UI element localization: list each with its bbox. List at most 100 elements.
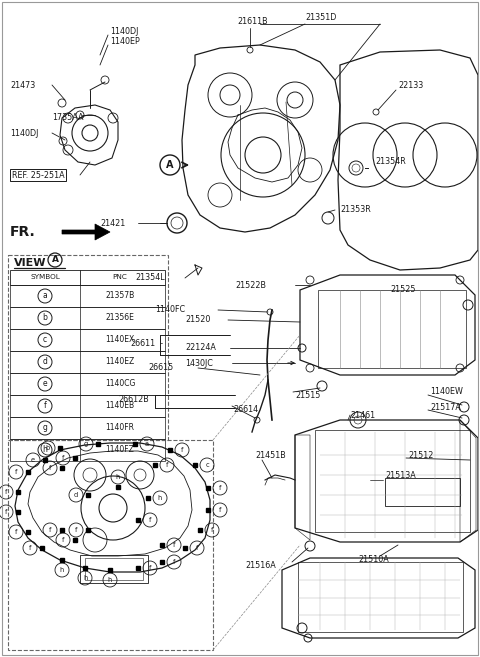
Text: h: h — [43, 445, 48, 455]
Text: SYMBOL: SYMBOL — [30, 274, 60, 280]
Text: 1140EZ: 1140EZ — [106, 357, 134, 367]
Text: 21354R: 21354R — [375, 158, 406, 166]
Text: f: f — [211, 527, 213, 533]
Text: 1140EX: 1140EX — [106, 336, 134, 344]
Bar — [10, 307, 165, 329]
Text: f: f — [149, 565, 151, 571]
Text: 1140FR: 1140FR — [106, 424, 134, 432]
Text: f: f — [15, 529, 17, 535]
Text: 1735AA: 1735AA — [52, 114, 84, 122]
Text: g: g — [84, 441, 88, 447]
Text: d: d — [74, 492, 78, 498]
Polygon shape — [62, 224, 110, 240]
Bar — [8, 255, 168, 440]
Text: 1140CG: 1140CG — [105, 380, 135, 388]
Text: b: b — [43, 313, 48, 323]
Bar — [10, 439, 165, 461]
Text: 21520: 21520 — [185, 315, 210, 325]
Text: f: f — [44, 401, 47, 411]
Text: f: f — [149, 517, 151, 523]
Text: 26614: 26614 — [233, 405, 258, 415]
Text: A: A — [51, 256, 59, 265]
Text: 21515: 21515 — [295, 390, 320, 399]
Text: 21353R: 21353R — [340, 206, 371, 214]
Text: 1140FZ: 1140FZ — [106, 445, 134, 455]
Text: 21357B: 21357B — [106, 292, 134, 300]
Text: h: h — [158, 495, 162, 501]
Text: h: h — [116, 474, 120, 480]
Text: 22124A: 22124A — [185, 344, 216, 353]
Text: c: c — [43, 336, 47, 344]
Text: 1140DJ: 1140DJ — [110, 28, 138, 37]
Text: f: f — [49, 527, 51, 533]
Text: 21451B: 21451B — [255, 451, 286, 459]
Bar — [10, 373, 165, 395]
Text: 1140FC: 1140FC — [155, 306, 185, 315]
Bar — [85, 558, 143, 580]
Text: 21461: 21461 — [350, 411, 375, 420]
Text: 26615: 26615 — [148, 363, 173, 373]
Text: f: f — [62, 537, 64, 543]
Text: h: h — [60, 567, 64, 573]
Bar — [385, 478, 460, 506]
Text: c: c — [205, 462, 209, 468]
Bar — [10, 351, 165, 373]
Text: 21522B: 21522B — [235, 281, 266, 290]
Text: f: f — [5, 509, 7, 515]
Text: 21513A: 21513A — [385, 470, 416, 480]
Text: 22133: 22133 — [398, 81, 423, 89]
Text: REF. 25-251A: REF. 25-251A — [12, 171, 65, 179]
Text: 21473: 21473 — [10, 81, 35, 89]
Text: 26612B: 26612B — [118, 396, 149, 405]
Text: h: h — [83, 575, 87, 581]
Text: 1140EB: 1140EB — [106, 401, 134, 411]
Bar — [10, 285, 165, 307]
Text: 1140DJ: 1140DJ — [10, 129, 38, 137]
Text: b: b — [46, 445, 50, 451]
Bar — [10, 329, 165, 351]
Text: f: f — [62, 455, 64, 461]
Text: a: a — [43, 292, 48, 300]
Bar — [315, 430, 470, 532]
Bar — [10, 270, 165, 285]
Text: h: h — [108, 577, 112, 583]
Bar — [318, 290, 466, 368]
Text: g: g — [43, 424, 48, 432]
Text: 21510A: 21510A — [358, 556, 389, 564]
Text: e: e — [31, 457, 35, 463]
Bar — [80, 555, 148, 583]
Text: 21525: 21525 — [390, 286, 416, 294]
Text: f: f — [49, 465, 51, 471]
Text: f: f — [219, 507, 221, 513]
Text: e: e — [43, 380, 48, 388]
Text: f: f — [196, 545, 198, 551]
Text: 1140EP: 1140EP — [110, 37, 140, 47]
Bar — [10, 417, 165, 439]
Text: 21611B: 21611B — [237, 18, 268, 26]
Text: f: f — [15, 469, 17, 475]
Text: PNC: PNC — [113, 274, 127, 280]
Text: d: d — [43, 357, 48, 367]
Text: f: f — [181, 447, 183, 453]
Bar — [298, 562, 463, 632]
Bar — [8, 440, 213, 650]
Text: 21517A: 21517A — [430, 403, 461, 413]
Text: 21516A: 21516A — [245, 560, 276, 570]
Text: f: f — [29, 545, 31, 551]
Text: f: f — [75, 527, 77, 533]
Text: 1140EW: 1140EW — [430, 388, 463, 397]
Text: A: A — [166, 160, 174, 170]
Text: f: f — [173, 559, 175, 565]
Text: f: f — [173, 542, 175, 548]
Bar — [10, 395, 165, 417]
Text: f: f — [219, 485, 221, 491]
Text: 21356E: 21356E — [106, 313, 134, 323]
Text: 21351D: 21351D — [305, 14, 336, 22]
Text: f: f — [5, 489, 7, 495]
Text: f: f — [166, 462, 168, 468]
Text: FR.: FR. — [10, 225, 36, 239]
Text: a: a — [145, 441, 149, 447]
Text: 21354L: 21354L — [135, 273, 165, 283]
Text: VIEW: VIEW — [14, 258, 47, 268]
Text: 26611: 26611 — [130, 338, 155, 348]
